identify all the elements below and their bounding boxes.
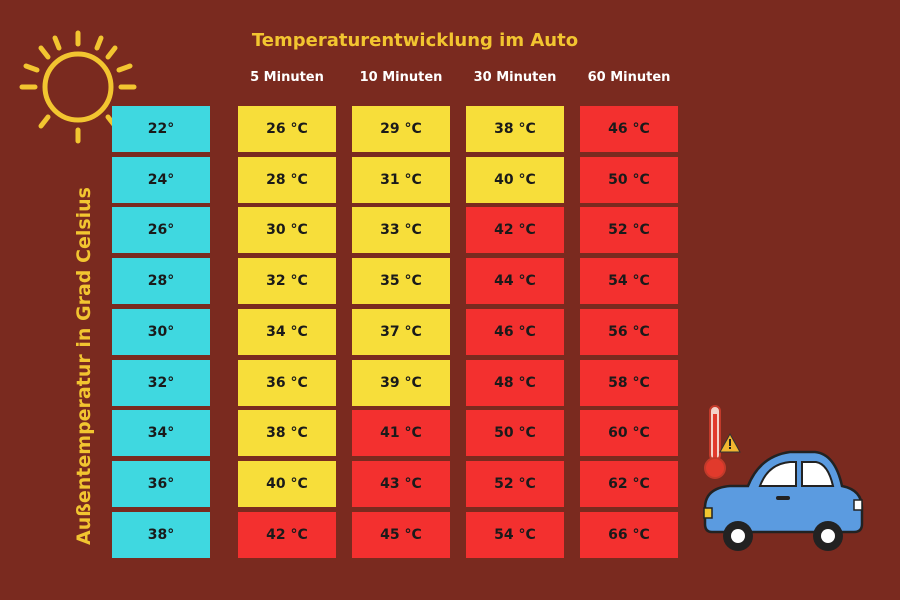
car-temperature-cell: 54 °C — [580, 258, 678, 304]
car-temperature-cell: 31 °C — [352, 157, 450, 203]
car-temperature-cell: 41 °C — [352, 410, 450, 456]
car-temperature-cell: 66 °C — [580, 512, 678, 558]
outside-temperature-cell: 34° — [112, 410, 210, 456]
car-temperature-cell: 38 °C — [466, 106, 564, 152]
car-temperature-cell: 42 °C — [238, 512, 336, 558]
warning-icon — [719, 432, 741, 453]
car-temperature-cell: 52 °C — [466, 461, 564, 507]
car-temperature-cell: 32 °C — [238, 258, 336, 304]
car-temperature-cell: 39 °C — [352, 360, 450, 406]
outside-temperature-cell: 30° — [112, 309, 210, 355]
car-temperature-cell: 46 °C — [580, 106, 678, 152]
car-temperature-cell: 43 °C — [352, 461, 450, 507]
car-temperature-cell: 52 °C — [580, 207, 678, 253]
car-temperature-cell: 33 °C — [352, 207, 450, 253]
sun-icon — [19, 30, 137, 144]
car-temperature-cell: 38 °C — [238, 410, 336, 456]
car-temperature-cell: 40 °C — [466, 157, 564, 203]
car-temperature-cell: 30 °C — [238, 207, 336, 253]
outside-temperature-cell: 24° — [112, 157, 210, 203]
column-header: 5 Minuten — [250, 70, 324, 85]
car-temperature-cell: 48 °C — [466, 360, 564, 406]
outside-temperature-cell: 38° — [112, 512, 210, 558]
car-temperature-cell: 35 °C — [352, 258, 450, 304]
car-temperature-cell: 36 °C — [238, 360, 336, 406]
car-temperature-cell: 58 °C — [580, 360, 678, 406]
car-temperature-cell: 28 °C — [238, 157, 336, 203]
car-temperature-cell: 34 °C — [238, 309, 336, 355]
outside-temperature-cell: 28° — [112, 258, 210, 304]
outside-temperature-cell: 26° — [112, 207, 210, 253]
outside-temperature-cell: 32° — [112, 360, 210, 406]
car-temperature-cell: 37 °C — [352, 309, 450, 355]
car-temperature-cell: 60 °C — [580, 410, 678, 456]
column-header: 30 Minuten — [473, 70, 557, 85]
chart-title: Temperaturentwicklung im Auto — [251, 30, 579, 51]
outside-temperature-cell: 22° — [112, 106, 210, 152]
car-icon — [703, 405, 864, 551]
car-temperature-cell: 50 °C — [466, 410, 564, 456]
thermometer-icon — [704, 405, 726, 479]
car-temperature-cell: 50 °C — [580, 157, 678, 203]
car-temperature-cell: 56 °C — [580, 309, 678, 355]
car-temperature-cell: 26 °C — [238, 106, 336, 152]
car-temperature-cell: 54 °C — [466, 512, 564, 558]
column-header: 10 Minuten — [359, 70, 443, 85]
car-temperature-cell: 62 °C — [580, 461, 678, 507]
column-header: 60 Minuten — [587, 70, 671, 85]
car-temperature-cell: 40 °C — [238, 461, 336, 507]
car-temperature-cell: 44 °C — [466, 258, 564, 304]
y-axis-label: Außentemperatur in Grad Celsius — [73, 186, 95, 546]
outside-temperature-cell: 36° — [112, 461, 210, 507]
car-temperature-cell: 46 °C — [466, 309, 564, 355]
car-temperature-cell: 45 °C — [352, 512, 450, 558]
car-temperature-cell: 42 °C — [466, 207, 564, 253]
car-temperature-cell: 29 °C — [352, 106, 450, 152]
